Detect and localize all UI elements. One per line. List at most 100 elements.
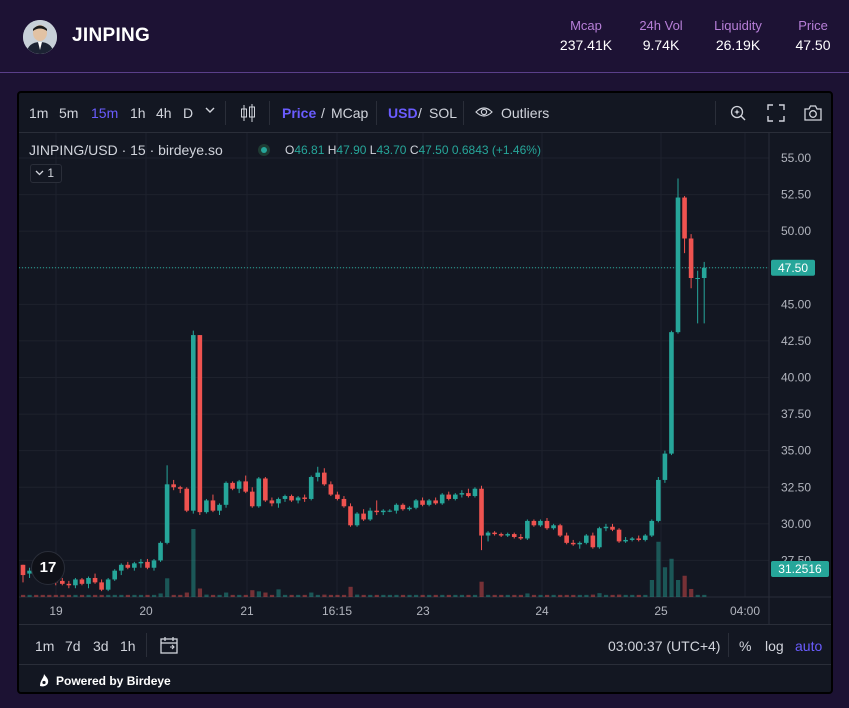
volume-bar xyxy=(335,594,340,597)
volume-bar xyxy=(414,594,419,597)
sol-toggle[interactable]: SOL xyxy=(429,105,458,121)
candle-body xyxy=(492,532,497,535)
x-tick-label: 19 xyxy=(49,604,63,618)
interval-5m[interactable]: 5m xyxy=(59,105,79,121)
volume-bar xyxy=(138,594,144,597)
candle-body xyxy=(105,579,111,590)
candle-body xyxy=(269,500,275,504)
price-toggle[interactable]: Price xyxy=(282,105,317,121)
candle-body xyxy=(426,500,432,505)
stat-mcap: Mcap 237.41K xyxy=(556,18,616,53)
range-1h[interactable]: 1h xyxy=(120,638,136,654)
candles-button[interactable] xyxy=(240,103,256,126)
volume-bar xyxy=(171,594,176,597)
close-value: 47.50 xyxy=(418,143,449,157)
candle-body xyxy=(341,498,347,507)
candle-body xyxy=(27,570,32,574)
indicators-button[interactable] xyxy=(729,103,747,126)
candle-body xyxy=(636,538,641,540)
tradingview-logo[interactable]: 17 xyxy=(31,551,65,585)
candle-body xyxy=(420,500,425,505)
x-tick-label: 20 xyxy=(139,604,153,618)
chevron-down-icon xyxy=(205,107,215,113)
volume-bar xyxy=(617,594,622,597)
mcap-toggle[interactable]: MCap xyxy=(331,105,369,121)
candle-body xyxy=(407,507,412,510)
fullscreen-button[interactable] xyxy=(767,104,785,125)
candle-body xyxy=(197,335,203,513)
range-7d[interactable]: 7d xyxy=(65,638,81,654)
interval-4h[interactable]: 4h xyxy=(156,105,172,121)
volume-bar xyxy=(518,594,523,597)
volume-bar xyxy=(224,592,229,597)
candle-body xyxy=(603,526,609,529)
interval-15m[interactable]: 15m xyxy=(91,105,119,121)
candlestick-icon xyxy=(241,104,255,122)
usd-toggle[interactable]: USD xyxy=(388,105,418,121)
interval-dropdown[interactable] xyxy=(204,103,216,119)
close-label: C xyxy=(409,143,419,157)
chart-widget: 1m 5m 15m 1h 4h D Price / MCap USD / SOL… xyxy=(17,91,833,694)
volume-bar xyxy=(610,594,615,597)
range-1m[interactable]: 1m xyxy=(35,638,55,654)
volume-bar xyxy=(328,594,334,597)
change-value: 0.6843 (+1.46%) xyxy=(451,143,541,157)
volume-bar xyxy=(210,594,216,597)
candle-body xyxy=(73,579,78,586)
volume-bar xyxy=(40,594,45,597)
low-value: 43.70 xyxy=(376,143,407,157)
price-chart[interactable]: 55.00 52.50 50.00 47.50 45.00 42.50 40.00 37.50… xyxy=(19,133,831,624)
candle-body xyxy=(249,491,255,507)
volume-bar xyxy=(545,594,550,597)
candle-body xyxy=(538,520,543,526)
y-tick-label: 55.00 xyxy=(781,151,811,165)
volume-bar xyxy=(217,594,222,597)
candle-body xyxy=(498,534,504,536)
candle-body xyxy=(125,564,131,568)
volume-bar xyxy=(459,594,465,597)
candle-body xyxy=(223,482,229,505)
goto-date-button[interactable] xyxy=(159,635,179,658)
volume-bar xyxy=(66,594,72,597)
volume-bar xyxy=(152,594,157,597)
volume-bar xyxy=(499,594,504,597)
volume-bar xyxy=(571,594,576,597)
volume-bar xyxy=(433,594,438,597)
volume-bar xyxy=(531,594,537,597)
auto-toggle[interactable]: auto xyxy=(795,638,823,654)
screenshot-button[interactable] xyxy=(803,104,823,125)
volume-bar xyxy=(125,594,130,597)
volume-bar xyxy=(381,594,386,597)
log-toggle[interactable]: log xyxy=(765,638,784,654)
candle-body xyxy=(433,500,438,504)
volume-bar xyxy=(695,594,700,597)
token-name: JINPING xyxy=(72,25,151,46)
candle-body xyxy=(629,538,635,540)
candle-body xyxy=(531,520,537,526)
interval-1h[interactable]: 1h xyxy=(130,105,146,121)
stat-liquidity-label: Liquidity xyxy=(714,18,762,33)
interval-d[interactable]: D xyxy=(183,105,194,121)
outliers-label[interactable]: Outliers xyxy=(501,105,550,121)
candle-body xyxy=(112,570,117,580)
legend-collapse-button[interactable]: 1 xyxy=(30,164,62,183)
candle-body xyxy=(230,482,235,489)
percent-toggle[interactable]: % xyxy=(739,638,752,654)
y-tick-label: 45.00 xyxy=(781,297,811,311)
range-3d[interactable]: 3d xyxy=(93,638,109,654)
volume-bar xyxy=(47,594,52,597)
timezone-clock[interactable]: 03:00:37 (UTC+4) xyxy=(608,638,721,654)
volume-bar xyxy=(446,594,451,597)
outliers-toggle[interactable] xyxy=(475,104,493,123)
candle-body xyxy=(328,484,334,495)
volume-bar xyxy=(407,594,412,597)
volume-bar xyxy=(387,594,392,597)
volume-bar xyxy=(112,594,117,597)
interval-1m[interactable]: 1m xyxy=(29,105,49,121)
stat-24h-vol: 24h Vol 9.74K xyxy=(631,18,691,53)
candle-body xyxy=(439,494,445,504)
volume-bar xyxy=(355,594,360,597)
volume-bar xyxy=(623,594,628,597)
candle-body xyxy=(656,479,661,521)
price-mcap-slash: / xyxy=(321,105,325,121)
